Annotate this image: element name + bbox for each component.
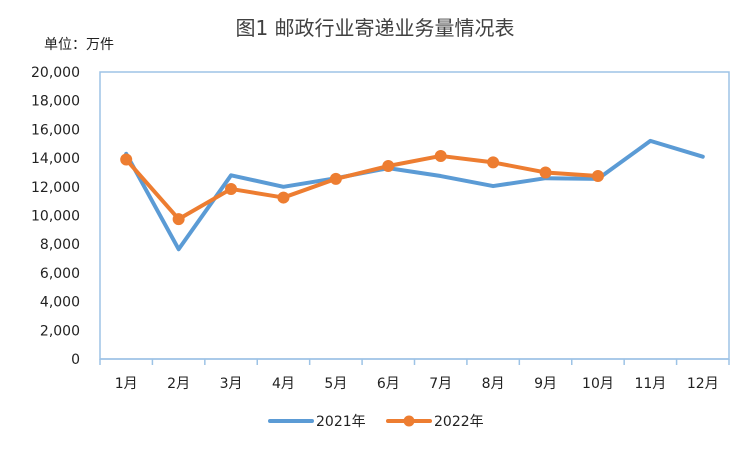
x-axis-ticks: 1月 2月 3月 4月 5月 6月 7月 8月 9月 10月 11月 12月 [99, 359, 730, 392]
x-tick-label: 12月 [687, 376, 719, 392]
chart-title: 图1 邮政行业寄递业务量情况表 [235, 16, 514, 40]
y-tick-label: 12,000 [31, 180, 80, 196]
series-line-1 [124, 138, 705, 252]
y-tick-label: 8,000 [40, 237, 80, 253]
x-tick-label: 3月 [220, 376, 243, 392]
x-tick-label: 10月 [582, 376, 614, 392]
x-tick-label: 7月 [429, 376, 452, 392]
legend-marker [403, 415, 415, 427]
y-tick-label: 18,000 [31, 94, 80, 110]
x-tick-label: 9月 [534, 376, 557, 392]
data-point-marker [225, 182, 238, 195]
series-layer [120, 138, 705, 252]
y-tick-label: 2,000 [40, 323, 80, 339]
y-tick-label: 14,000 [31, 151, 80, 167]
data-point-marker [329, 172, 342, 185]
x-tick-label: 5月 [324, 376, 347, 392]
data-point-marker [120, 153, 133, 166]
y-tick-label: 20,000 [31, 65, 80, 81]
x-tick-label: 4月 [272, 376, 295, 392]
data-point-marker [382, 159, 395, 172]
data-point-marker [434, 149, 447, 162]
y-axis-ticks: 0 2,000 4,000 6,000 8,000 10,000 12,000 14,000 1… [31, 65, 80, 368]
data-point-marker [487, 156, 500, 169]
x-tick-label: 1月 [115, 376, 138, 392]
y-tick-label: 16,000 [31, 122, 80, 138]
x-tick-label: 2月 [167, 376, 190, 392]
y-tick-label: 4,000 [40, 295, 80, 311]
x-tick-label: 11月 [634, 376, 666, 392]
data-point-marker [172, 213, 185, 226]
legend-label-1: 2021年 [316, 414, 366, 430]
data-point-marker [591, 170, 604, 183]
data-point-marker [277, 191, 290, 204]
y-tick-label: 6,000 [40, 266, 80, 282]
y-tick-label: 10,000 [31, 209, 80, 225]
x-tick-label: 6月 [377, 376, 400, 392]
x-tick-label: 8月 [482, 376, 505, 392]
legend: 2021年 2022年 [268, 414, 484, 430]
y-tick-label: 0 [71, 352, 80, 368]
unit-label: 单位：万件 [44, 37, 114, 53]
data-point-marker [539, 166, 552, 179]
plot-area [99, 71, 730, 360]
legend-label-2: 2022年 [434, 414, 484, 430]
series-line-2 [124, 153, 600, 222]
